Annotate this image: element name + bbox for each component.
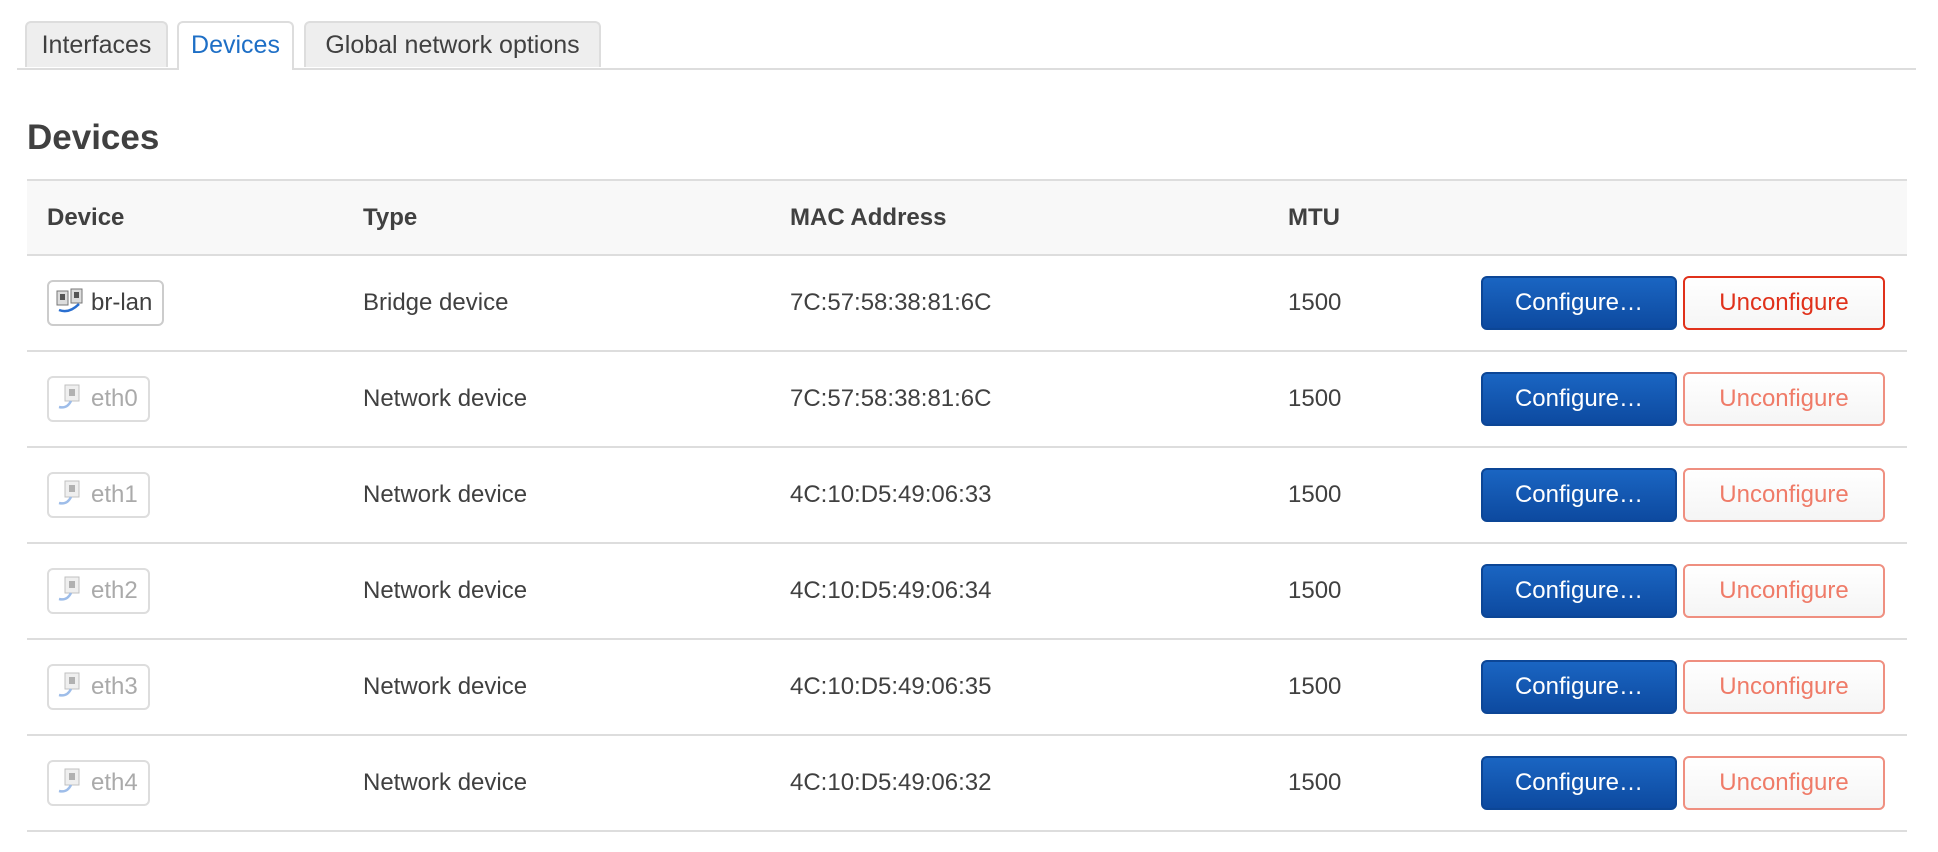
device-badge: eth1 [47, 472, 150, 518]
mtu-value: 1500 [1288, 385, 1342, 412]
tab-bar: Interfaces Devices Global network option… [17, 21, 1916, 70]
unconfigure-button[interactable]: Unconfigure [1683, 468, 1885, 522]
tab-global-network-options[interactable]: Global network options [304, 21, 601, 67]
unconfigure-button[interactable]: Unconfigure [1683, 660, 1885, 714]
table-row: eth1 Network device 4C:10:D5:49:06:33 1500 C… [27, 448, 1907, 544]
mac-address: 4C:10:D5:49:06:35 [790, 673, 992, 700]
table-row: eth3 Network device 4C:10:D5:49:06:35 1500 C… [27, 640, 1907, 736]
table-row: eth4 Network device 4C:10:D5:49:06:32 1500 C… [27, 736, 1907, 832]
configure-button[interactable]: Configure… [1481, 276, 1677, 330]
devices-table: Device Type MAC Address MTU br-lan Bridge… [27, 179, 1907, 832]
ethernet-icon [55, 478, 85, 513]
configure-button[interactable]: Configure… [1481, 468, 1677, 522]
table-row: br-lan Bridge device 7C:57:58:38:81:6C 1500… [27, 256, 1907, 352]
unconfigure-button[interactable]: Unconfigure [1683, 372, 1885, 426]
ethernet-icon [55, 670, 85, 705]
mtu-value: 1500 [1288, 481, 1342, 508]
header-device: Device [47, 204, 125, 231]
mac-address: 4C:10:D5:49:06:33 [790, 481, 992, 508]
unconfigure-button[interactable]: Unconfigure [1683, 564, 1885, 618]
device-badge: br-lan [47, 280, 165, 326]
header-type: Type [363, 204, 418, 231]
ethernet-icon [55, 574, 85, 609]
mac-address: 7C:57:58:38:81:6C [790, 385, 992, 412]
device-type: Network device [363, 769, 528, 796]
configure-button[interactable]: Configure… [1481, 564, 1677, 618]
table-row: eth2 Network device 4C:10:D5:49:06:34 1500 C… [27, 544, 1907, 640]
configure-button[interactable]: Configure… [1481, 756, 1677, 810]
device-name: eth0 [91, 385, 138, 412]
header-mtu: MTU [1288, 204, 1340, 231]
device-badge: eth3 [47, 664, 150, 710]
table-row: eth0 Network device 7C:57:58:38:81:6C 1500 C… [27, 352, 1907, 448]
device-type: Network device [363, 385, 528, 412]
mtu-value: 1500 [1288, 577, 1342, 604]
unconfigure-button[interactable]: Unconfigure [1683, 276, 1885, 330]
device-name: eth4 [91, 769, 138, 796]
mtu-value: 1500 [1288, 769, 1342, 796]
mac-address: 4C:10:D5:49:06:34 [790, 577, 992, 604]
header-mac: MAC Address [790, 204, 947, 231]
page-title: Devices [27, 118, 160, 157]
table-header: Device Type MAC Address MTU [27, 179, 1907, 256]
device-name: br-lan [91, 289, 153, 316]
device-type: Network device [363, 577, 528, 604]
tab-devices[interactable]: Devices [177, 21, 294, 70]
device-name: eth2 [91, 577, 138, 604]
mac-address: 7C:57:58:38:81:6C [790, 289, 992, 316]
configure-button[interactable]: Configure… [1481, 660, 1677, 714]
configure-button[interactable]: Configure… [1481, 372, 1677, 426]
ethernet-icon [55, 766, 85, 801]
device-type: Network device [363, 673, 528, 700]
ethernet-icon [55, 382, 85, 417]
device-badge: eth0 [47, 376, 150, 422]
mac-address: 4C:10:D5:49:06:32 [790, 769, 992, 796]
device-badge: eth2 [47, 568, 150, 614]
bridge-icon [55, 286, 85, 321]
tab-interfaces[interactable]: Interfaces [25, 21, 168, 67]
mtu-value: 1500 [1288, 673, 1342, 700]
unconfigure-button[interactable]: Unconfigure [1683, 756, 1885, 810]
mtu-value: 1500 [1288, 289, 1342, 316]
device-badge: eth4 [47, 760, 150, 806]
device-name: eth1 [91, 481, 138, 508]
device-type: Bridge device [363, 289, 509, 316]
device-name: eth3 [91, 673, 138, 700]
device-type: Network device [363, 481, 528, 508]
